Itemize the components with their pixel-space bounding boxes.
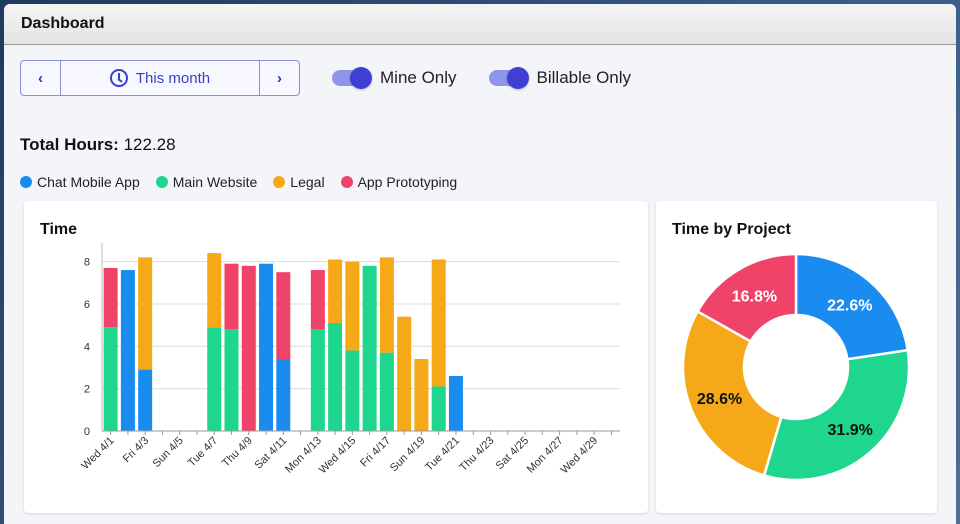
bar-segment[interactable] [224,329,239,431]
bar-segment[interactable] [310,270,325,330]
legend-label: Main Website [172,174,258,190]
legend-label: Chat Mobile App [37,174,140,190]
bar-segment[interactable] [414,359,429,431]
date-range-selector[interactable]: This month [61,61,259,95]
time-by-project-donut: 22.6% 31.9% 28.6% 16.8% [681,252,911,482]
mine-only-label: Mine Only [380,68,457,87]
legend-label: App Prototyping [357,174,458,190]
legend-dot [155,176,168,188]
bar-segment[interactable] [345,261,360,351]
next-period-button[interactable]: › [259,61,299,95]
legend-label: Legal [290,174,325,190]
bar-segment[interactable] [379,257,394,353]
y-tick-label: 8 [84,257,90,269]
chevron-right-icon: › [277,69,282,87]
x-tick-label: Wed 4/15 [317,435,359,477]
donut-slice[interactable] [762,348,911,482]
billable-only-switch[interactable] [488,67,529,89]
donut-slice[interactable] [695,252,798,344]
y-tick-label: 4 [84,341,90,353]
billable-only-toggle[interactable]: Billable Only [488,67,632,89]
time-by-project-card: Time by Project 22.6% 31.9% 28.6% 16.8% [656,201,937,513]
legend-item-main-website[interactable]: Main Website [155,174,258,190]
bar-segment[interactable] [259,263,274,431]
bar-segment[interactable] [448,375,463,431]
bar-segment[interactable] [103,327,118,431]
legend-item-chat-mobile-app[interactable]: Chat Mobile App [20,174,140,190]
bar-segment[interactable] [138,369,153,431]
slice-label: 16.8% [732,289,777,306]
title-bar: Dashboard [4,4,956,45]
total-hours-label: Total Hours: [20,135,119,154]
total-hours-value: 122.28 [123,135,176,154]
bar-segment[interactable] [138,257,153,370]
y-tick-label: 2 [84,384,90,396]
slice-label: 22.6% [827,297,872,314]
slice-label: 28.6% [697,391,742,408]
bar-segment[interactable] [328,259,343,323]
project-legend: Chat Mobile App Main Website Legal App P… [20,174,457,190]
previous-period-button[interactable]: ‹ [21,61,61,95]
total-hours: Total Hours: 122.28 [20,135,176,155]
chevron-left-icon: ‹ [38,69,43,87]
toolbar: ‹ This month › Mine Only Billable Only [20,60,631,96]
legend-dot [273,176,286,188]
bar-segment[interactable] [224,263,239,330]
donut-slice[interactable] [794,252,910,361]
bar-segment[interactable] [207,327,222,431]
x-tick-label: Thu 4/9 [220,435,255,470]
mine-only-toggle[interactable]: Mine Only [332,67,457,89]
x-tick-label: Sun 4/5 [151,435,186,470]
x-tick-label: Wed 4/29 [559,435,601,477]
bar-segment[interactable] [241,265,256,431]
bar-segment[interactable] [310,329,325,431]
bar-segment[interactable] [431,259,446,387]
switch-knob [506,67,529,89]
bar-segment[interactable] [397,316,412,431]
time-chart-title: Time [40,221,78,238]
legend-item-legal[interactable]: Legal [273,174,325,190]
slice-label: 31.9% [828,422,873,439]
x-tick-label: Tue 4/21 [423,435,462,474]
x-tick-label: Fri 4/3 [121,435,152,466]
x-tick-label: Thu 4/23 [457,435,496,474]
date-range-nav: ‹ This month › [20,60,300,96]
legend-item-app-prototyping[interactable]: App Prototyping [340,174,458,190]
bar-segment[interactable] [328,323,343,431]
bar-segment[interactable] [345,350,360,431]
dashboard-window: Dashboard ‹ This month › Mine Only Billa… [4,4,956,524]
x-tick-label: Fri 4/17 [358,435,393,470]
x-tick-label: Tue 4/7 [186,435,221,470]
bar-segment[interactable] [362,265,377,431]
x-tick-label: Sun 4/19 [388,435,428,475]
bar-segment[interactable] [103,267,118,328]
y-tick-label: 0 [84,426,90,438]
billable-only-label: Billable Only [536,68,632,87]
time-bar-chart: 0 2 4 6 8 Wed 4/1 Fri 4/3 Sun 4/5 Tue 4/7 Thu 4/9… [79,243,620,477]
y-tick-label: 6 [84,299,90,311]
clock-icon [109,69,128,87]
donut-slice[interactable] [681,309,783,477]
legend-dot [20,176,32,188]
bar-segment[interactable] [431,386,446,431]
bar-segment[interactable] [207,253,222,328]
bar-segment[interactable] [379,352,394,431]
x-tick-label: Wed 4/1 [79,435,116,472]
bar-segment[interactable] [120,270,135,431]
window-title: Dashboard [21,15,105,32]
date-range-label: This month [135,69,211,87]
bar-segment[interactable] [276,272,291,359]
bar-segment[interactable] [276,359,291,431]
mine-only-switch[interactable] [332,67,372,89]
time-by-project-title: Time by Project [672,221,791,238]
switch-knob [350,67,372,89]
time-chart-card: Time 0 2 4 6 8 Wed 4/1 Fri 4/3 Sun 4/5 Tue 4/7 Th… [24,201,648,513]
legend-dot [340,176,353,188]
